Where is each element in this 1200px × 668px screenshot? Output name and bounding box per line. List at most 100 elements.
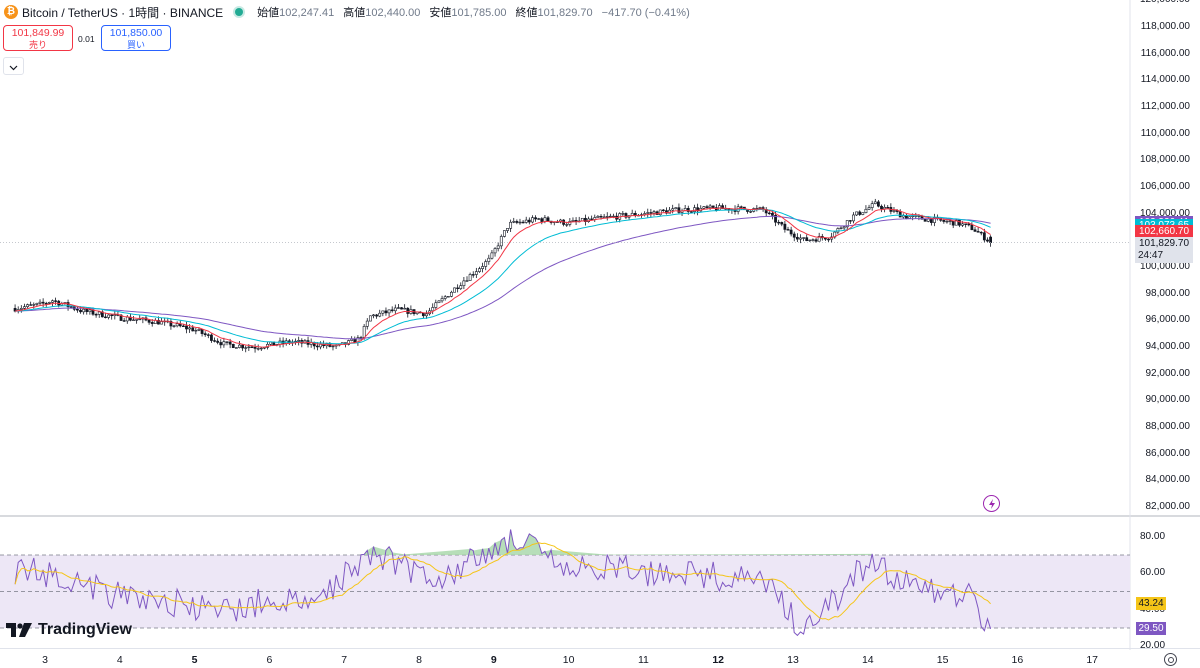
candle-body — [453, 287, 456, 293]
candle-body — [331, 345, 335, 348]
candle-body — [465, 280, 469, 282]
candle-body — [13, 308, 17, 312]
candle-body — [873, 201, 877, 204]
candle-body — [390, 309, 394, 312]
candle-body — [132, 319, 135, 321]
candle-body — [711, 205, 715, 208]
candle-body — [951, 220, 955, 226]
close-label: 終値 — [515, 7, 538, 19]
candle-body — [490, 252, 494, 259]
candle-body — [378, 312, 382, 317]
candle-body — [780, 222, 784, 225]
candle-body — [169, 321, 173, 327]
lightning-icon[interactable] — [983, 495, 1000, 512]
spread-value: 0.01 — [78, 34, 95, 44]
candle-body — [135, 319, 139, 321]
candle-body — [817, 236, 821, 242]
candle-body — [677, 207, 681, 213]
candle-body — [471, 274, 475, 276]
candle-body — [933, 217, 936, 223]
candle-body — [191, 327, 195, 332]
settings-gear-icon[interactable] — [1164, 653, 1177, 666]
candle-body — [982, 232, 986, 241]
candle-body — [278, 340, 282, 345]
candle-body — [674, 207, 678, 210]
candle-body — [474, 271, 478, 275]
candle-body — [883, 206, 887, 210]
candle-body — [783, 223, 787, 230]
candle-body — [484, 261, 488, 267]
candle-body — [253, 347, 257, 349]
symbol-title[interactable]: Bitcoin / TetherUS · 1時間 · BINANCE — [22, 5, 224, 20]
date-tick-label: 15 — [936, 654, 949, 666]
rsi-tick-label: 80.00 — [1140, 530, 1166, 542]
candle-body — [571, 220, 575, 222]
chevron-down-icon — [9, 65, 18, 71]
candle-body — [499, 236, 503, 247]
candle-body — [41, 301, 45, 304]
bitcoin-icon: ₿ — [4, 5, 18, 19]
date-tick-label: 16 — [1011, 654, 1024, 666]
date-tick-label: 12 — [712, 654, 725, 666]
candle-body — [434, 302, 438, 308]
candle-body — [85, 308, 89, 312]
candle-body — [948, 220, 952, 222]
candle-body — [774, 215, 777, 223]
price-tick-label: 94,000.00 — [1145, 341, 1191, 352]
candle-body — [515, 221, 519, 223]
candle-body — [393, 307, 397, 312]
candle-body — [739, 206, 743, 208]
candle-body — [827, 238, 830, 241]
candle-body — [487, 257, 491, 262]
candle-body — [119, 314, 123, 321]
candle-body — [94, 313, 98, 316]
candle-body — [942, 220, 946, 222]
buy-button[interactable]: 101,850.00 買い — [101, 25, 171, 51]
candle-body — [110, 314, 114, 317]
price-tick-label: 82,000.00 — [1145, 501, 1191, 512]
candle-body — [543, 217, 547, 222]
candle-body — [705, 206, 709, 208]
rsi-value-tag: 29.50 — [1136, 621, 1166, 635]
candle-body — [777, 221, 781, 224]
rsi-overbought-fill — [361, 529, 873, 555]
candle-body — [596, 215, 600, 218]
candle-body — [241, 344, 244, 349]
candle-body — [521, 221, 525, 224]
candle-body — [836, 228, 840, 233]
price-tick-label: 116,000.00 — [1140, 47, 1190, 59]
buy-label: 買い — [126, 40, 145, 50]
price-tick-label: 114,000.00 — [1140, 74, 1190, 86]
date-tick-label: 10 — [562, 654, 575, 666]
candle-body — [421, 312, 425, 317]
rsi-ma-line — [14, 542, 991, 621]
rsi-ma-tag: 43.24 — [1136, 596, 1166, 610]
candle-body — [696, 207, 700, 212]
candle-body — [297, 340, 301, 342]
candle-body — [792, 233, 796, 238]
ema-value-tag: 102,660.70 — [1135, 224, 1193, 238]
open-value: 102,247.41 — [279, 7, 335, 19]
candle-body — [646, 212, 650, 214]
candle-body — [624, 213, 628, 218]
collapse-legend-button[interactable] — [3, 57, 24, 75]
last-price-tag: 101,829.70 — [1135, 236, 1193, 263]
candle-body — [845, 220, 849, 228]
candle-body — [259, 347, 263, 350]
candle-body — [861, 212, 865, 215]
candle-body — [811, 239, 815, 241]
candle-body — [200, 329, 204, 334]
sell-button[interactable]: 101,849.99 売り — [3, 25, 73, 51]
candle-body — [35, 302, 39, 305]
tradingview-logo[interactable]: TradingView — [6, 621, 132, 639]
candle-body — [122, 320, 126, 322]
candle-body — [929, 218, 933, 223]
date-tick-label: 13 — [787, 654, 799, 666]
candle-body — [534, 217, 537, 220]
ema-line — [15, 209, 991, 345]
candle-body — [213, 340, 216, 342]
price-tick-label: 110,000.00 — [1140, 127, 1190, 139]
candle-body — [876, 201, 880, 207]
candle-body — [658, 209, 662, 216]
